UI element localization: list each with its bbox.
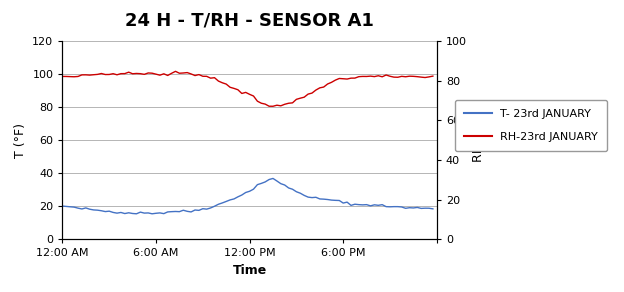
T- 23rd JANUARY bbox=[149, 212, 156, 215]
RH-23rd JANUARY bbox=[164, 74, 172, 77]
RH-23rd JANUARY bbox=[222, 82, 230, 86]
Y-axis label: RH (%): RH (%) bbox=[472, 118, 485, 162]
Y-axis label: T (°F): T (°F) bbox=[14, 123, 27, 158]
Text: 24 H - T/RH - SENSOR A1: 24 H - T/RH - SENSOR A1 bbox=[125, 12, 374, 30]
T- 23rd JANUARY bbox=[59, 204, 66, 208]
RH-23rd JANUARY bbox=[250, 94, 257, 98]
Line: RH-23rd JANUARY: RH-23rd JANUARY bbox=[62, 71, 433, 106]
T- 23rd JANUARY bbox=[250, 187, 257, 191]
RH-23rd JANUARY bbox=[261, 102, 269, 106]
T- 23rd JANUARY bbox=[270, 177, 277, 180]
T- 23rd JANUARY bbox=[429, 207, 437, 211]
Legend: T- 23rd JANUARY, RH-23rd JANUARY: T- 23rd JANUARY, RH-23rd JANUARY bbox=[455, 100, 607, 151]
RH-23rd JANUARY bbox=[270, 105, 277, 108]
RH-23rd JANUARY bbox=[172, 69, 179, 73]
RH-23rd JANUARY bbox=[429, 74, 437, 78]
X-axis label: Time: Time bbox=[233, 264, 266, 277]
T- 23rd JANUARY bbox=[261, 180, 269, 184]
Line: T- 23rd JANUARY: T- 23rd JANUARY bbox=[62, 178, 433, 214]
T- 23rd JANUARY bbox=[168, 210, 175, 213]
RH-23rd JANUARY bbox=[59, 75, 66, 78]
RH-23rd JANUARY bbox=[406, 74, 413, 78]
RH-23rd JANUARY bbox=[109, 72, 117, 75]
T- 23rd JANUARY bbox=[406, 206, 413, 209]
T- 23rd JANUARY bbox=[109, 211, 117, 214]
T- 23rd JANUARY bbox=[222, 200, 230, 203]
